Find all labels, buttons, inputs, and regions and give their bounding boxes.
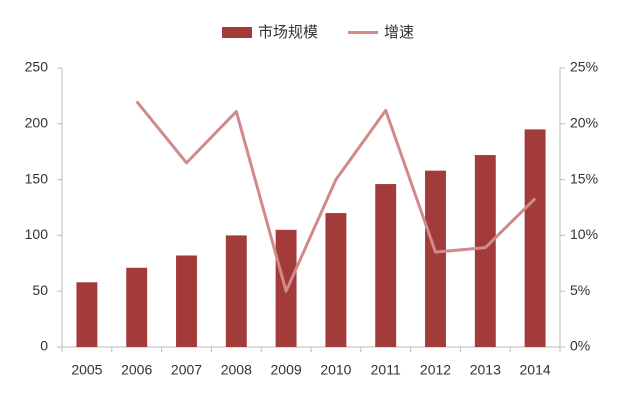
legend-label: 市场规模 (258, 24, 318, 41)
legend-swatch (222, 27, 252, 38)
bar (225, 235, 247, 347)
bar (325, 213, 347, 347)
x-tick-label: 2011 (371, 362, 401, 378)
x-tick-label: 2006 (121, 362, 152, 378)
x-tick-label: 2014 (520, 362, 551, 378)
x-tick-label: 2007 (171, 362, 202, 378)
bar (375, 184, 397, 347)
x-tick-label: 2013 (470, 362, 501, 378)
bar (76, 282, 98, 347)
y2-tick-label: 15% (570, 170, 598, 186)
y-tick-label: 250 (25, 59, 49, 75)
y2-tick-label: 10% (570, 226, 598, 242)
y-tick-label: 50 (32, 282, 48, 298)
bar (524, 129, 546, 347)
y2-tick-label: 20% (570, 115, 598, 131)
x-tick-label: 2005 (71, 362, 102, 378)
line (135, 100, 537, 293)
x-tick-label: 2012 (420, 362, 451, 378)
bar (126, 267, 148, 347)
y-tick-label: 100 (25, 226, 49, 242)
bar (425, 170, 446, 347)
y2-tick-label: 25% (570, 59, 598, 75)
y2-tick-label: 0% (570, 338, 590, 354)
x-tick-label: 2009 (271, 362, 302, 378)
bar (474, 155, 496, 347)
y2-tick-label: 5% (570, 282, 590, 298)
bar (176, 255, 197, 347)
legend-label: 增速 (384, 24, 414, 41)
x-tick-label: 2008 (221, 362, 252, 378)
y-tick-label: 150 (25, 170, 49, 186)
y-tick-label: 0 (40, 338, 48, 354)
y-tick-label: 200 (25, 115, 49, 131)
x-tick-label: 2010 (320, 362, 351, 378)
